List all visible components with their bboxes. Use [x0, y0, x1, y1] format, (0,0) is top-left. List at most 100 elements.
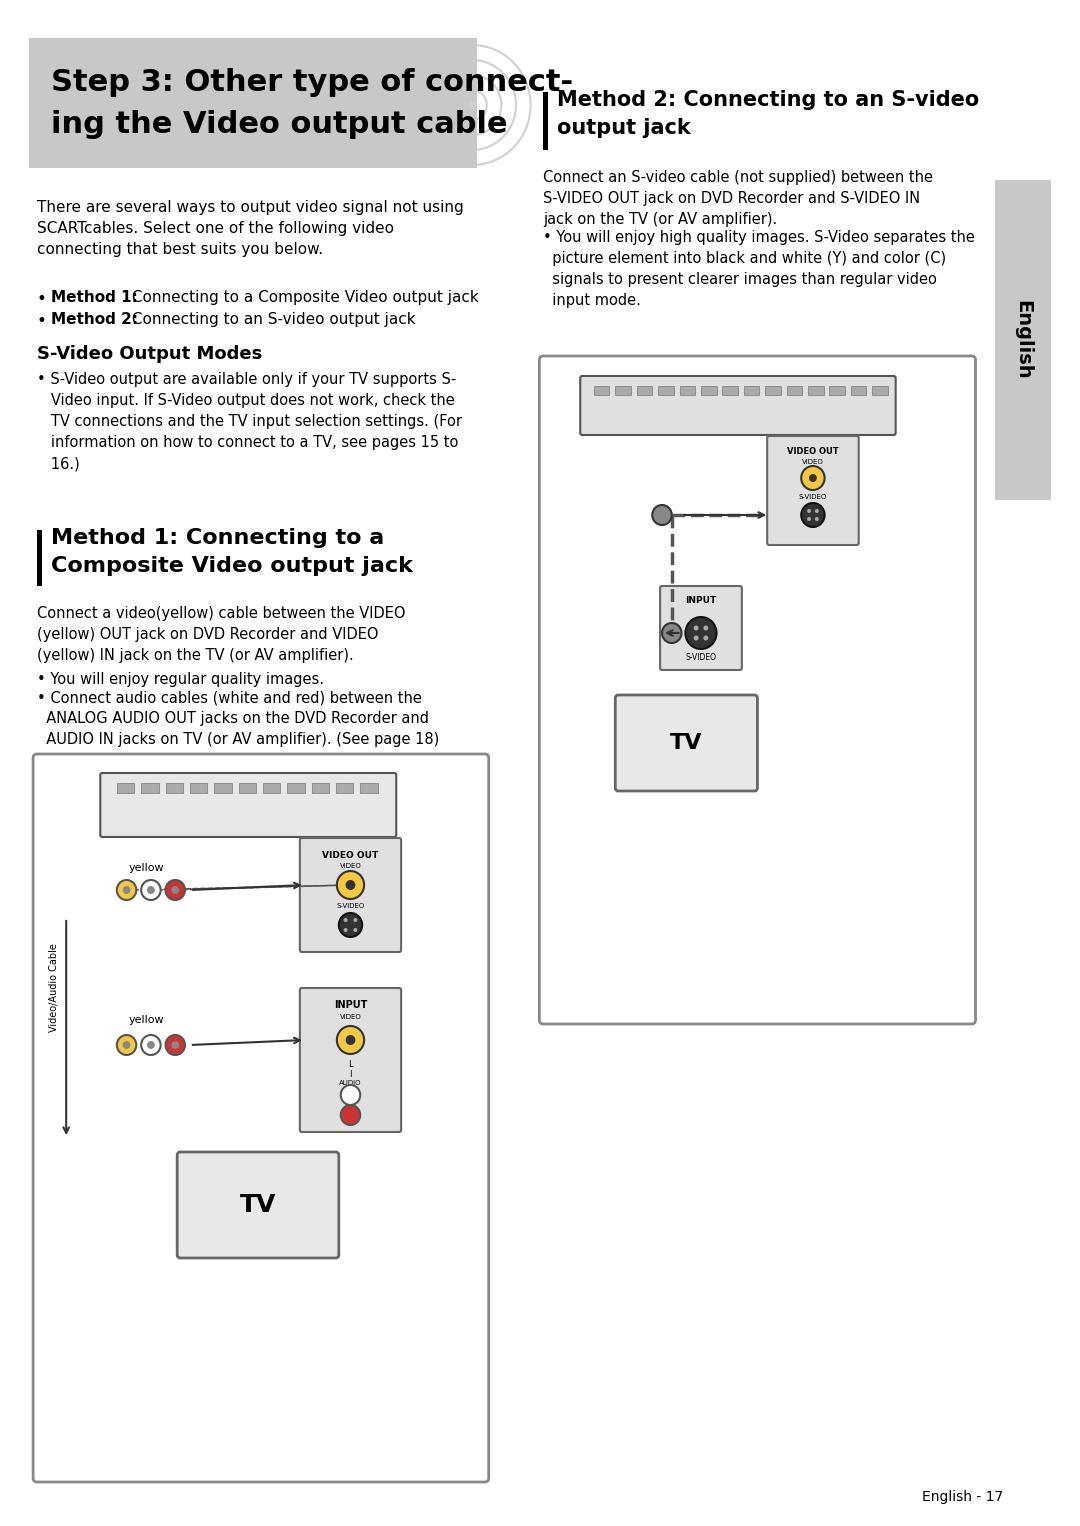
Text: L: L	[348, 1061, 353, 1070]
Circle shape	[147, 1041, 154, 1048]
Circle shape	[801, 465, 825, 490]
Text: Connect a video(yellow) cable between the VIDEO
(yellow) OUT jack on DVD Recorde: Connect a video(yellow) cable between th…	[37, 606, 405, 662]
Bar	[851, 386, 866, 395]
Bar	[287, 783, 305, 794]
Bar	[336, 783, 353, 794]
Text: There are several ways to output video signal not using
SCARTcables. Select one : There are several ways to output video s…	[37, 200, 463, 256]
Bar	[808, 386, 824, 395]
Circle shape	[469, 101, 476, 108]
Bar	[723, 386, 738, 395]
Circle shape	[341, 1085, 361, 1105]
Circle shape	[807, 510, 811, 513]
Text: VIDEO: VIDEO	[802, 459, 824, 465]
Circle shape	[141, 1035, 161, 1054]
Bar	[594, 386, 609, 395]
Circle shape	[341, 1105, 361, 1125]
Circle shape	[141, 881, 161, 900]
Circle shape	[662, 623, 681, 642]
Circle shape	[117, 881, 136, 900]
Text: INPUT: INPUT	[334, 1000, 367, 1010]
FancyBboxPatch shape	[300, 987, 401, 1132]
Text: VIDEO OUT: VIDEO OUT	[322, 852, 379, 861]
Text: • S-Video output are available only if your TV supports S-
   Video input. If S-: • S-Video output are available only if y…	[37, 372, 462, 472]
Circle shape	[815, 510, 819, 513]
Text: Connect an S-video cable (not supplied) between the
S-VIDEO OUT jack on DVD Reco: Connect an S-video cable (not supplied) …	[543, 169, 933, 227]
Text: • Connect audio cables (white and red) between the
  ANALOG AUDIO OUT jacks on t: • Connect audio cables (white and red) b…	[37, 690, 440, 748]
Bar	[311, 783, 329, 794]
Circle shape	[801, 504, 825, 526]
Text: Step 3: Other type of connect-: Step 3: Other type of connect-	[51, 69, 572, 98]
Circle shape	[703, 635, 708, 641]
FancyBboxPatch shape	[29, 38, 477, 168]
Circle shape	[353, 919, 357, 922]
Text: yellow: yellow	[129, 864, 164, 873]
Text: output jack: output jack	[557, 118, 690, 137]
Text: TV: TV	[240, 1193, 276, 1218]
Text: S-Video Output Modes: S-Video Output Modes	[37, 345, 262, 363]
Bar	[829, 386, 845, 395]
Bar	[637, 386, 652, 395]
Bar	[873, 386, 888, 395]
Text: I: I	[349, 1070, 352, 1079]
Bar	[701, 386, 716, 395]
Bar	[37, 530, 42, 586]
Bar	[190, 783, 207, 794]
Bar	[658, 386, 674, 395]
FancyBboxPatch shape	[177, 1152, 339, 1257]
Bar	[679, 386, 696, 395]
Circle shape	[147, 887, 154, 894]
Bar	[361, 783, 378, 794]
Circle shape	[172, 887, 179, 894]
Circle shape	[693, 635, 699, 641]
Circle shape	[337, 1025, 364, 1054]
Circle shape	[815, 517, 819, 520]
Text: TV: TV	[670, 732, 703, 752]
Circle shape	[339, 913, 362, 937]
Text: • You will enjoy high quality images. S-Video separates the
  picture element in: • You will enjoy high quality images. S-…	[543, 230, 975, 308]
Text: Connecting to an S-video output jack: Connecting to an S-video output jack	[126, 311, 415, 327]
FancyBboxPatch shape	[580, 375, 895, 435]
Text: VIDEO OUT: VIDEO OUT	[787, 447, 839, 456]
Bar	[616, 386, 631, 395]
Text: •: •	[37, 311, 46, 330]
Text: I: I	[349, 1090, 352, 1099]
Bar	[214, 783, 232, 794]
Circle shape	[703, 626, 708, 630]
Circle shape	[123, 887, 131, 894]
Bar	[543, 92, 549, 150]
Text: S-VIDEO: S-VIDEO	[336, 903, 365, 909]
Text: yellow: yellow	[129, 1015, 164, 1025]
Text: Method 2: Connecting to an S-video: Method 2: Connecting to an S-video	[557, 90, 980, 110]
Text: • You will enjoy regular quality images.: • You will enjoy regular quality images.	[37, 671, 324, 687]
Text: VIDEO: VIDEO	[339, 864, 362, 868]
Text: Method 2:: Method 2:	[51, 311, 138, 327]
FancyBboxPatch shape	[660, 586, 742, 670]
Text: VIDEO: VIDEO	[339, 1013, 362, 1019]
Bar	[141, 783, 159, 794]
Circle shape	[346, 881, 355, 890]
Bar	[744, 386, 759, 395]
Text: Composite Video output jack: Composite Video output jack	[51, 555, 413, 575]
Text: Video/Audio Cable: Video/Audio Cable	[49, 943, 58, 1033]
Text: •: •	[37, 290, 46, 308]
Circle shape	[353, 928, 357, 932]
FancyBboxPatch shape	[33, 754, 489, 1482]
Text: English: English	[1014, 301, 1032, 380]
FancyBboxPatch shape	[300, 838, 401, 952]
Circle shape	[343, 928, 348, 932]
Text: Connecting to a Composite Video output jack: Connecting to a Composite Video output j…	[126, 290, 478, 305]
Circle shape	[165, 881, 185, 900]
Bar	[239, 783, 256, 794]
Circle shape	[807, 517, 811, 520]
Circle shape	[337, 871, 364, 899]
Circle shape	[809, 475, 816, 482]
Text: English - 17: English - 17	[921, 1489, 1002, 1505]
FancyBboxPatch shape	[100, 774, 396, 836]
Circle shape	[346, 1035, 355, 1045]
Circle shape	[165, 1035, 185, 1054]
Bar	[262, 783, 281, 794]
FancyBboxPatch shape	[767, 436, 859, 545]
Text: AUDIO: AUDIO	[339, 1080, 362, 1087]
Text: ing the Video output cable: ing the Video output cable	[51, 110, 508, 139]
Bar	[786, 386, 802, 395]
